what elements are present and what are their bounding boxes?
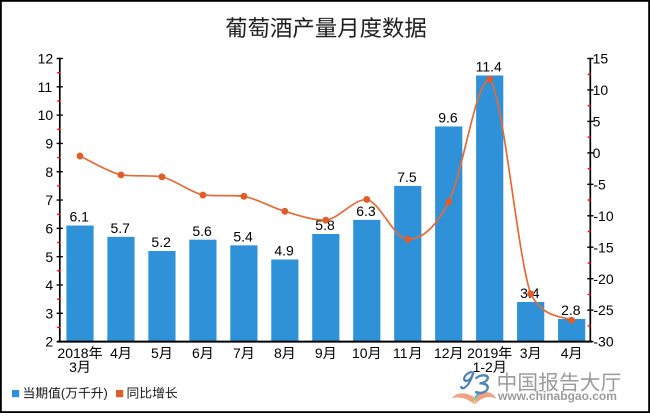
svg-text:6.1: 6.1 [69,209,89,225]
svg-text:11.4: 11.4 [476,59,502,75]
svg-text:(: ( [61,386,66,401]
svg-text:4: 4 [110,345,118,361]
svg-text:5: 5 [151,345,159,361]
svg-text:2018: 2018 [57,345,88,361]
svg-text:1-2: 1-2 [473,359,493,375]
svg-text:3: 3 [69,359,77,375]
svg-text:6: 6 [192,345,200,361]
svg-text:4.9: 4.9 [274,243,294,259]
svg-text:7: 7 [233,345,241,361]
svg-text:12: 12 [38,51,54,67]
svg-text:9.6: 9.6 [438,110,458,126]
svg-text:12: 12 [434,345,450,361]
svg-text:-30: -30 [593,334,613,350]
svg-text:2.8: 2.8 [561,302,581,318]
svg-text:10: 10 [593,82,609,98]
svg-text:5.2: 5.2 [151,234,171,250]
svg-text:7: 7 [45,192,53,208]
svg-text:-5: -5 [593,176,606,192]
svg-text:6.3: 6.3 [356,203,376,219]
svg-text:-25: -25 [593,302,613,318]
svg-text:-10: -10 [593,208,613,224]
svg-text:2: 2 [45,334,53,350]
svg-text:-20: -20 [593,271,613,287]
svg-text:9: 9 [315,345,323,361]
svg-text:5.8: 5.8 [315,217,335,233]
svg-text:0: 0 [593,145,601,161]
svg-text:9: 9 [45,136,53,152]
svg-text:5.7: 5.7 [110,220,130,236]
svg-text:www.chinabgao.com: www.chinabgao.com [497,389,617,403]
svg-text:3: 3 [45,305,53,321]
svg-text:5.4: 5.4 [233,228,253,244]
svg-text:6: 6 [45,220,53,236]
svg-text:10: 10 [38,107,54,123]
svg-text:10: 10 [352,345,368,361]
svg-text:5: 5 [45,249,53,265]
svg-text:-15: -15 [593,239,613,255]
svg-text:2019: 2019 [467,345,498,361]
svg-text:3: 3 [520,345,528,361]
svg-text:5.6: 5.6 [192,223,212,239]
svg-text:15: 15 [593,51,609,67]
svg-text:4: 4 [561,345,569,361]
svg-text:5: 5 [593,114,601,130]
svg-text:7.5: 7.5 [397,169,417,185]
svg-text:11: 11 [38,79,53,95]
svg-text:8: 8 [274,345,282,361]
svg-text:11: 11 [393,345,408,361]
svg-text:): ) [104,386,108,401]
svg-text:8: 8 [45,164,53,180]
svg-text:4: 4 [45,277,53,293]
